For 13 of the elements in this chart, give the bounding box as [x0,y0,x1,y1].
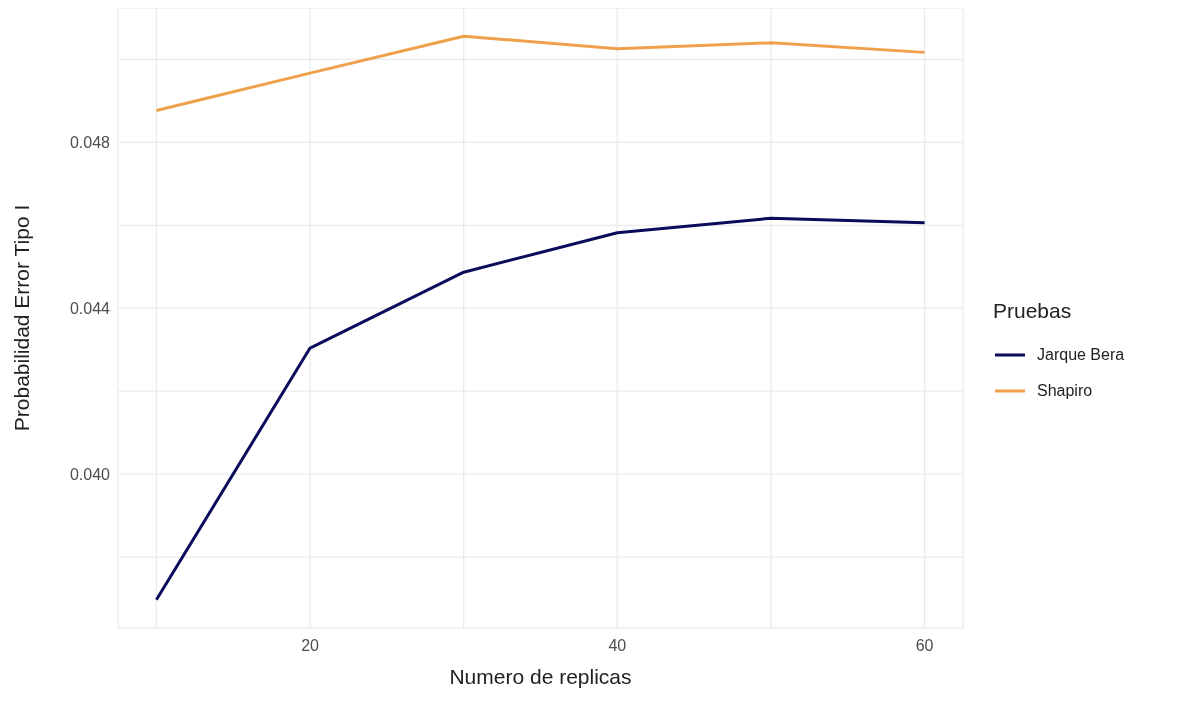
x-tick-label: 20 [301,637,320,655]
y-tick-label: 0.040 [69,465,111,483]
y-tick-label: 0.048 [69,134,111,152]
x-tick-label: 40 [608,637,627,655]
y-tick-label: 0.044 [69,299,111,317]
legend-label: Jarque Bera [1036,345,1126,365]
y-axis-title: Probabilidad Error Tipo I [10,204,34,432]
legend-title: Pruebas [993,299,1073,323]
x-axis-title: Numero de replicas [449,665,632,688]
legend-label: Shapiro [1036,381,1094,401]
x-tick-label: 60 [915,637,934,655]
line-series [154,34,927,112]
line-series [154,216,927,602]
